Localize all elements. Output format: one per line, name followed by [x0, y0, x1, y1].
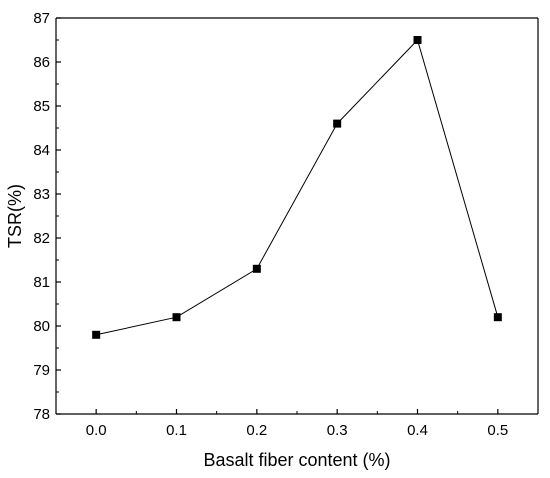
y-tick-label: 78 — [33, 406, 50, 423]
x-tick-label: 0.5 — [487, 422, 508, 439]
y-tick-label: 87 — [33, 10, 50, 27]
x-tick-label: 0.0 — [86, 422, 107, 439]
x-tick-label: 0.4 — [407, 422, 428, 439]
y-tick-label: 83 — [33, 186, 50, 203]
series-line — [96, 39, 499, 336]
data-point-marker — [413, 36, 422, 44]
x-tick-label: 0.3 — [327, 422, 348, 439]
x-ticks: 0.0 0.1 0.2 0.3 0.4 0.5 — [86, 409, 508, 439]
y-tick-label: 81 — [33, 274, 50, 291]
x-axis-title: Basalt fiber content (%) — [203, 450, 390, 470]
x-tick-label: 0.2 — [246, 422, 267, 439]
plot-frame — [55, 17, 539, 415]
y-ticks: 78 79 80 81 82 83 84 85 86 87 — [33, 10, 61, 423]
data-point-marker — [92, 330, 101, 339]
x-tick-label: 0.1 — [166, 422, 187, 439]
data-point-marker — [493, 313, 502, 322]
series-layer — [92, 36, 502, 339]
y-tick-label: 85 — [33, 98, 50, 115]
data-point-marker — [252, 264, 261, 273]
y-axis-title: TSR(%) — [5, 184, 25, 248]
y-tick-label: 86 — [33, 54, 50, 71]
data-point-marker — [333, 119, 342, 128]
y-tick-label: 82 — [33, 230, 50, 247]
data-point-marker — [172, 313, 181, 322]
y-tick-label: 80 — [33, 318, 50, 335]
y-tick-label: 84 — [33, 142, 50, 159]
y-tick-label: 79 — [33, 362, 50, 379]
